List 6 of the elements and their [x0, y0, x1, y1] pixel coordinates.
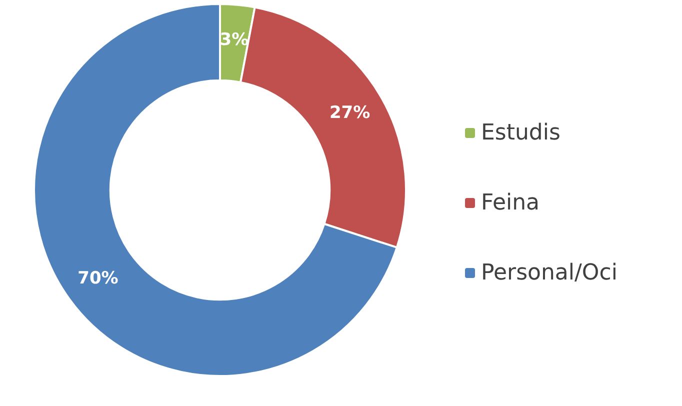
data-label: 3% — [220, 30, 249, 50]
legend-label: Personal/Oci — [481, 260, 618, 286]
data-label: 70% — [78, 268, 118, 289]
data-label: 27% — [329, 103, 370, 124]
legend-label: Estudis — [481, 120, 560, 146]
legend-label: Feina — [481, 190, 540, 216]
